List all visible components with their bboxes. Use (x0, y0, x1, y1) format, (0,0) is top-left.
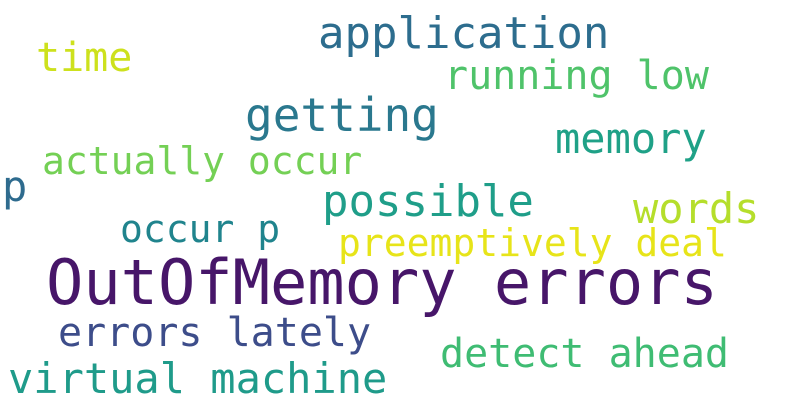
word-memory: memory (555, 114, 707, 163)
word-detect-ahead: detect ahead (440, 331, 729, 377)
word-p: p (2, 162, 28, 211)
word-outofmemory-errors: OutOfMemory errors (46, 246, 718, 319)
word-virtual-machine: virtual machine (8, 354, 388, 400)
word-running-low: running low (444, 53, 709, 99)
word-getting: getting (245, 88, 439, 142)
word-errors-lately: errors lately (58, 310, 372, 356)
word-possible: possible (322, 176, 534, 227)
word-words: words (633, 184, 760, 233)
word-preemptively-deal: preemptively deal (338, 221, 727, 265)
word-occur-p: occur p (120, 207, 281, 251)
word-application: application (318, 8, 610, 59)
word-actually-occur: actually occur (42, 139, 363, 183)
word-time: time (36, 35, 133, 81)
